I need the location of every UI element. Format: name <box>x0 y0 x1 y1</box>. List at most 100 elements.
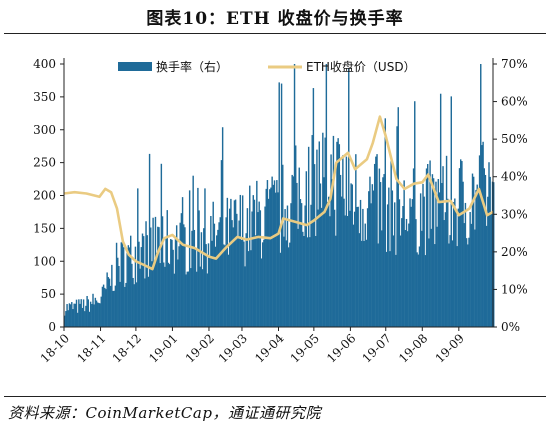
turnover-bar <box>266 180 269 327</box>
turnover-bar <box>134 246 137 327</box>
turnover-bar <box>247 251 250 327</box>
turnover-bar <box>371 184 374 327</box>
turnover-bar <box>98 302 100 327</box>
turnover-bar <box>470 223 473 327</box>
turnover-bar <box>330 154 332 327</box>
turnover-bar <box>224 245 226 327</box>
turnover-bar <box>419 193 422 327</box>
turnover-bar <box>233 200 236 327</box>
turnover-bar <box>336 141 338 327</box>
turnover-bar <box>246 208 249 327</box>
turnover-bar <box>355 154 357 327</box>
turnover-bar <box>238 220 240 327</box>
turnover-bar <box>326 201 329 327</box>
turnover-bar <box>68 303 71 327</box>
turnover-bar <box>231 220 233 327</box>
turnover-bar <box>376 154 378 327</box>
turnover-bar <box>191 230 193 327</box>
turnover-bar <box>385 251 388 327</box>
legend-bar-label: 换手率（右） <box>156 59 228 74</box>
turnover-bar <box>381 230 383 327</box>
turnover-bar <box>137 188 139 327</box>
x-tick-label: 18-11 <box>74 331 108 365</box>
turnover-bar <box>165 237 167 327</box>
turnover-bar <box>424 255 427 327</box>
turnover-bar <box>351 184 353 327</box>
turnover-bar <box>212 201 214 327</box>
turnover-bar <box>263 239 265 327</box>
turnover-bar <box>481 145 483 327</box>
turnover-bar <box>365 239 368 327</box>
turnover-bar <box>475 189 477 327</box>
turnover-bar <box>287 247 290 327</box>
turnover-bar <box>142 236 145 327</box>
turnover-bar <box>206 273 209 327</box>
turnover-bar <box>414 101 416 327</box>
turnover-bar <box>101 286 104 327</box>
turnover-bar <box>352 224 355 327</box>
turnover-bar <box>117 257 119 327</box>
turnover-bar <box>364 223 366 327</box>
turnover-bar <box>204 188 206 327</box>
turnover-bar <box>447 198 449 327</box>
turnover-bar <box>340 196 343 327</box>
turnover-bar <box>163 262 165 327</box>
turnover-bars <box>64 64 495 328</box>
turnover-bar <box>289 242 291 327</box>
turnover-bar <box>230 198 232 327</box>
turnover-bar <box>463 223 465 327</box>
turnover-bar <box>428 238 430 327</box>
turnover-bar <box>472 176 475 327</box>
turnover-bar <box>284 209 286 327</box>
turnover-bar <box>127 245 130 327</box>
turnover-bar <box>383 174 385 327</box>
turnover-bar <box>429 160 431 327</box>
turnover-bar <box>356 207 358 327</box>
turnover-bar <box>425 168 428 327</box>
turnover-bar <box>457 208 460 327</box>
turnover-bar <box>210 216 212 327</box>
turnover-bar <box>71 302 73 327</box>
turnover-bar <box>439 93 442 327</box>
turnover-bar <box>105 289 107 327</box>
turnover-bar <box>257 212 259 327</box>
turnover-bar <box>145 221 147 327</box>
turnover-bar <box>361 240 363 327</box>
turnover-bar <box>353 211 356 327</box>
turnover-bar <box>124 286 126 327</box>
turnover-bar <box>389 251 391 327</box>
turnover-bar <box>138 241 140 327</box>
turnover-bar <box>325 64 328 327</box>
turnover-bar <box>396 126 398 328</box>
left-tick-label: 200 <box>33 189 56 203</box>
turnover-bar <box>303 235 305 327</box>
turnover-bar <box>297 228 299 327</box>
turnover-bar <box>81 307 84 327</box>
turnover-bar <box>456 246 458 327</box>
turnover-bar <box>87 299 89 327</box>
turnover-bar <box>442 166 444 327</box>
left-tick-label: 50 <box>41 287 56 301</box>
turnover-bar <box>488 162 490 327</box>
turnover-bar <box>322 132 324 327</box>
turnover-bar <box>452 202 455 327</box>
turnover-bar <box>89 301 92 327</box>
turnover-bar <box>333 209 336 327</box>
x-tick-label: 19-04 <box>252 331 287 366</box>
turnover-bar <box>339 174 342 327</box>
turnover-bar <box>221 127 224 327</box>
turnover-bar <box>79 303 81 327</box>
x-tick-label: 19-02 <box>183 331 217 365</box>
turnover-bar <box>343 198 345 327</box>
turnover-bar <box>92 293 94 327</box>
turnover-bar <box>418 246 421 327</box>
turnover-bar <box>337 138 339 327</box>
turnover-bar <box>147 276 150 327</box>
title-rule <box>4 33 546 34</box>
turnover-bar <box>107 277 110 327</box>
turnover-bar <box>64 315 66 327</box>
turnover-bar <box>223 244 225 327</box>
turnover-bar <box>140 247 143 327</box>
turnover-bar <box>412 168 415 327</box>
turnover-bar <box>193 229 196 327</box>
